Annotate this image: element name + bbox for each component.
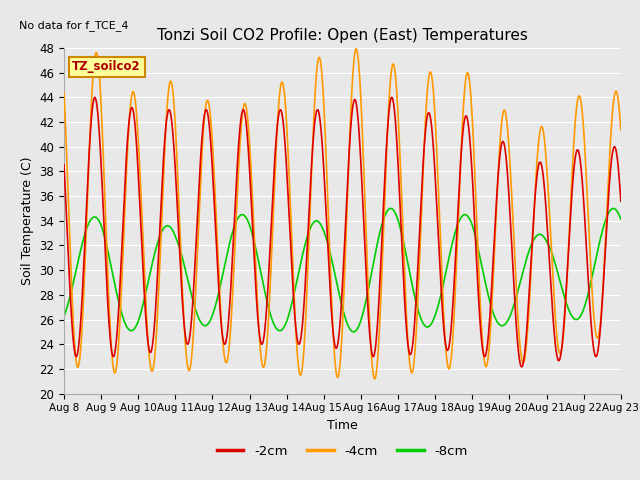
Text: No data for f_TCE_4: No data for f_TCE_4 bbox=[19, 20, 129, 31]
Legend: -2cm, -4cm, -8cm: -2cm, -4cm, -8cm bbox=[212, 440, 473, 463]
Title: Tonzi Soil CO2 Profile: Open (East) Temperatures: Tonzi Soil CO2 Profile: Open (East) Temp… bbox=[157, 28, 528, 43]
Y-axis label: Soil Temperature (C): Soil Temperature (C) bbox=[20, 156, 34, 285]
Text: TZ_soilco2: TZ_soilco2 bbox=[72, 60, 141, 73]
X-axis label: Time: Time bbox=[327, 419, 358, 432]
